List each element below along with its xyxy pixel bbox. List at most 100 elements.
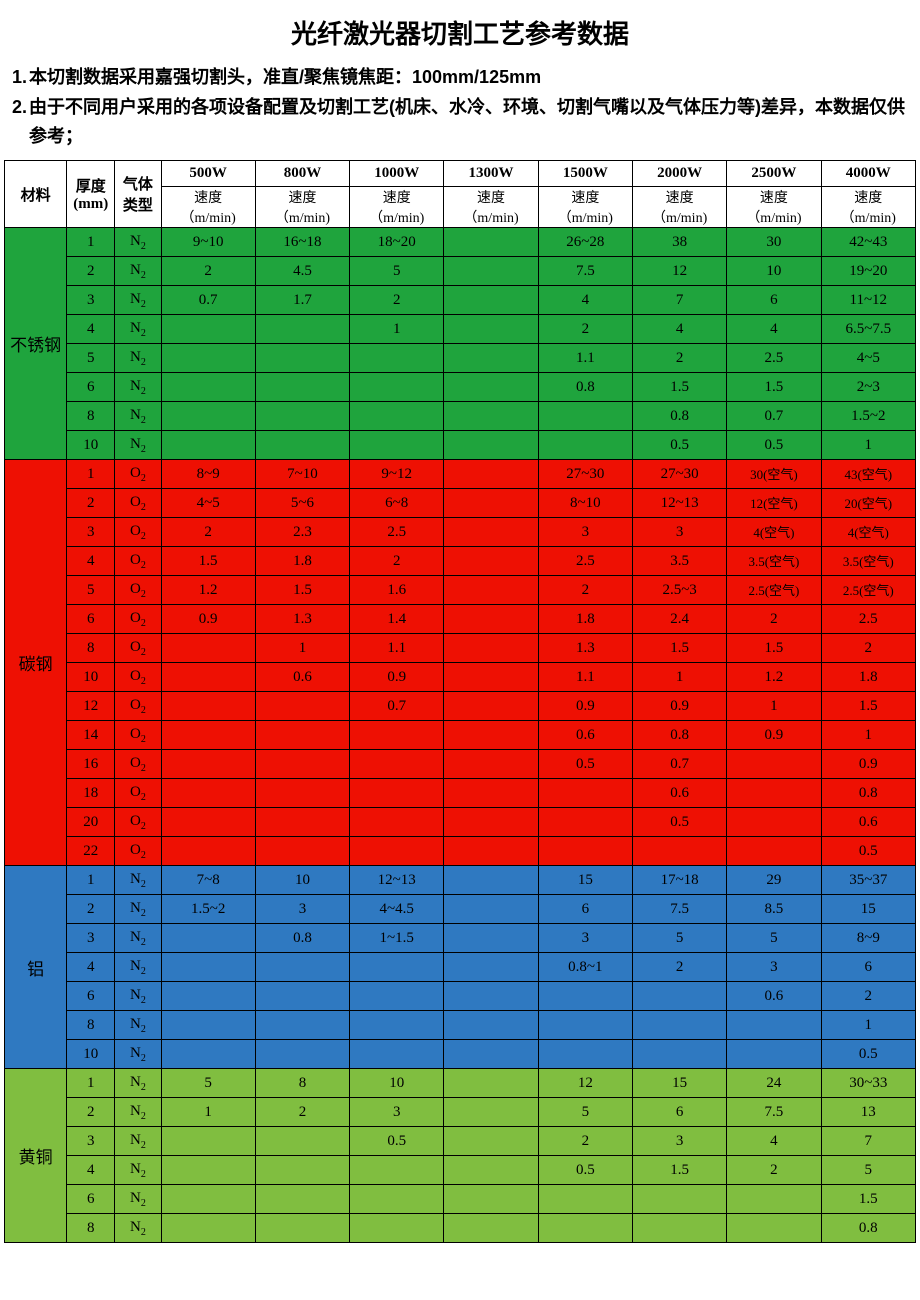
- gas-cell: N2: [115, 286, 161, 315]
- speed-cell: 2: [727, 1156, 821, 1185]
- material-name: 不锈钢: [5, 228, 67, 460]
- material-name: 铝: [5, 866, 67, 1069]
- speed-cell: [161, 634, 255, 663]
- speed-cell: [350, 402, 444, 431]
- speed-cell: [444, 721, 538, 750]
- speed-cell: [161, 1156, 255, 1185]
- speed-cell: 1.2: [727, 663, 821, 692]
- speed-cell: 3: [538, 518, 632, 547]
- table-row: 14O20.60.80.91: [5, 721, 916, 750]
- speed-cell: [538, 1011, 632, 1040]
- header-gas: 气体类型: [115, 161, 161, 228]
- speed-cell: 0.5: [821, 837, 915, 866]
- speed-cell: 15: [821, 895, 915, 924]
- speed-cell: 38: [632, 228, 726, 257]
- speed-cell: 4: [727, 315, 821, 344]
- thickness-cell: 8: [67, 1214, 115, 1243]
- table-row: 6O20.91.31.41.82.422.5: [5, 605, 916, 634]
- thickness-cell: 8: [67, 634, 115, 663]
- speed-cell: 1: [350, 315, 444, 344]
- table-row: 20O20.50.6: [5, 808, 916, 837]
- speed-cell: 4~5: [161, 489, 255, 518]
- speed-cell: [538, 1214, 632, 1243]
- thickness-cell: 3: [67, 1127, 115, 1156]
- speed-cell: [161, 344, 255, 373]
- header-material: 材料: [5, 161, 67, 228]
- speed-cell: 12~13: [350, 866, 444, 895]
- speed-cell: [255, 808, 349, 837]
- material-name: 黄铜: [5, 1069, 67, 1243]
- thickness-cell: 1: [67, 460, 115, 489]
- speed-cell: 0.5: [538, 1156, 632, 1185]
- speed-cell: [727, 1040, 821, 1069]
- header-power: 1300W: [444, 161, 538, 187]
- speed-cell: 0.9: [727, 721, 821, 750]
- gas-cell: N2: [115, 1069, 161, 1098]
- speed-cell: 27~30: [538, 460, 632, 489]
- speed-cell: [444, 982, 538, 1011]
- speed-cell: 0.7: [350, 692, 444, 721]
- speed-cell: 0.5: [632, 431, 726, 460]
- table-row: 3N20.81~1.53558~9: [5, 924, 916, 953]
- speed-cell: 1.5: [255, 576, 349, 605]
- gas-cell: O2: [115, 837, 161, 866]
- gas-cell: N2: [115, 344, 161, 373]
- thickness-cell: 1: [67, 866, 115, 895]
- speed-cell: [632, 837, 726, 866]
- speed-cell: [350, 344, 444, 373]
- speed-cell: 1.1: [538, 344, 632, 373]
- speed-cell: [444, 402, 538, 431]
- speed-cell: 4(空气): [727, 518, 821, 547]
- speed-cell: 2.5(空气): [821, 576, 915, 605]
- speed-cell: 0.8: [255, 924, 349, 953]
- thickness-cell: 8: [67, 1011, 115, 1040]
- speed-cell: [161, 1185, 255, 1214]
- table-row: 10N20.5: [5, 1040, 916, 1069]
- speed-cell: 1.8: [255, 547, 349, 576]
- cutting-data-table: 材料 厚度(mm) 气体类型 500W 800W 1000W 1300W 150…: [4, 160, 916, 1243]
- speed-cell: [255, 721, 349, 750]
- thickness-cell: 1: [67, 228, 115, 257]
- speed-cell: 4~4.5: [350, 895, 444, 924]
- speed-cell: [632, 1214, 726, 1243]
- speed-cell: [444, 808, 538, 837]
- table-row: 6N20.81.51.52~3: [5, 373, 916, 402]
- speed-cell: [727, 750, 821, 779]
- speed-cell: [727, 837, 821, 866]
- speed-cell: [444, 344, 538, 373]
- speed-cell: 0.5: [632, 808, 726, 837]
- speed-cell: [538, 431, 632, 460]
- speed-cell: [161, 315, 255, 344]
- table-row: 8N20.8: [5, 1214, 916, 1243]
- table-row: 4O21.51.822.53.53.5(空气)3.5(空气): [5, 547, 916, 576]
- table-row: 黄铜1N2581012152430~33: [5, 1069, 916, 1098]
- table-row: 5O21.21.51.622.5~32.5(空气)2.5(空气): [5, 576, 916, 605]
- header-speed: 速度（m/min): [350, 187, 444, 228]
- table-row: 22O20.5: [5, 837, 916, 866]
- speed-cell: [161, 837, 255, 866]
- thickness-cell: 2: [67, 257, 115, 286]
- gas-cell: N2: [115, 982, 161, 1011]
- speed-cell: 1.1: [538, 663, 632, 692]
- speed-cell: 1.5~2: [161, 895, 255, 924]
- thickness-cell: 4: [67, 547, 115, 576]
- speed-cell: [350, 750, 444, 779]
- speed-cell: [161, 373, 255, 402]
- table-row: 8O211.11.31.51.52: [5, 634, 916, 663]
- thickness-cell: 3: [67, 924, 115, 953]
- table-row: 12O20.70.90.911.5: [5, 692, 916, 721]
- speed-cell: [255, 373, 349, 402]
- speed-cell: [255, 953, 349, 982]
- thickness-cell: 4: [67, 1156, 115, 1185]
- speed-cell: [255, 431, 349, 460]
- speed-cell: 1.5: [632, 1156, 726, 1185]
- note-1: 本切割数据采用嘉强切割头，准直/聚焦镜焦距：100mm/125mm: [29, 63, 908, 93]
- header-power: 500W: [161, 161, 255, 187]
- speed-cell: [350, 1040, 444, 1069]
- speed-cell: [161, 402, 255, 431]
- speed-cell: 3.5: [632, 547, 726, 576]
- gas-cell: N2: [115, 1040, 161, 1069]
- thickness-cell: 3: [67, 286, 115, 315]
- table-header: 材料 厚度(mm) 气体类型 500W 800W 1000W 1300W 150…: [5, 161, 916, 228]
- speed-cell: 0.8: [821, 779, 915, 808]
